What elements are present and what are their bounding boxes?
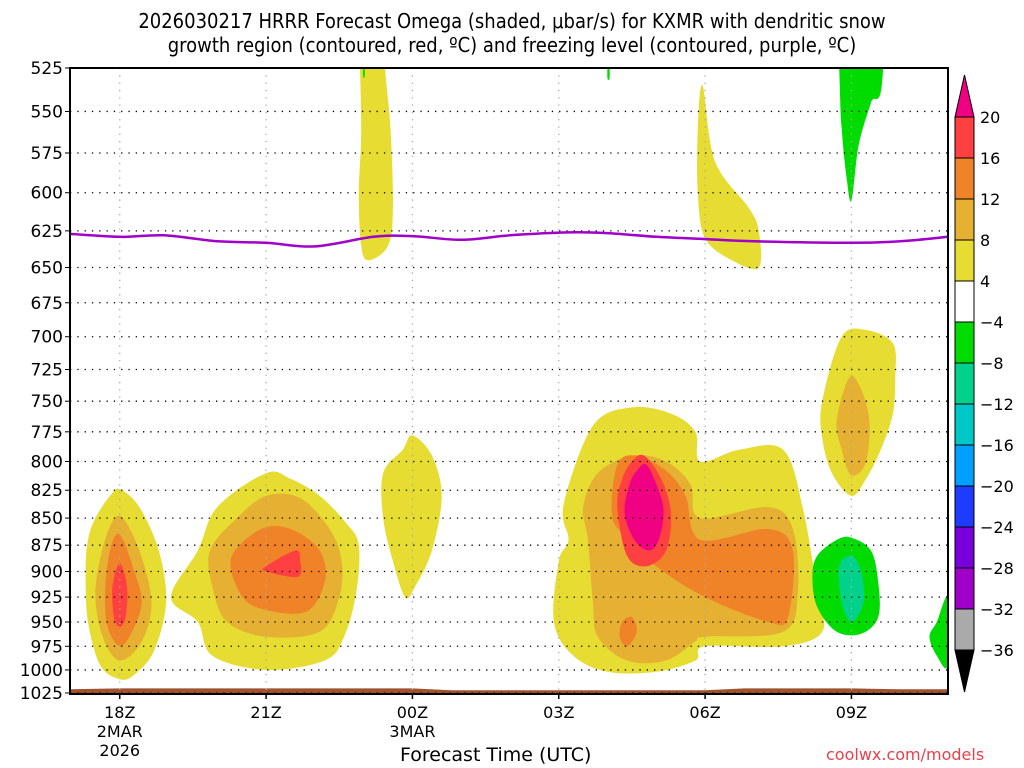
colorbar-label: 16 (980, 149, 1000, 168)
colorbar-swatch (954, 198, 975, 241)
colorbar-swatch (954, 567, 975, 610)
y-tick-label: 925 (31, 588, 63, 608)
omega-region-4 (697, 84, 762, 270)
colorbar-swatch (954, 280, 975, 323)
y-tick-label: 775 (31, 423, 63, 443)
colorbar-label: −4 (980, 313, 1004, 332)
colorbar-label: −20 (980, 477, 1014, 496)
colorbar-under-arrow (954, 649, 975, 693)
colorbar-label: 4 (980, 272, 990, 291)
y-tick-label: 850 (31, 509, 63, 529)
chart-title-line-1: 2026030217 HRRR Forecast Omega (shaded, … (138, 9, 886, 33)
colorbar-label: −8 (980, 354, 1004, 373)
freezing-level-layer (70, 230, 948, 248)
x-tick-label: 21Z (250, 703, 281, 722)
y-tick-label: 950 (31, 613, 63, 633)
credit-link[interactable]: coolwx.com/models (826, 745, 985, 764)
x-date-label: 3MAR (389, 722, 435, 741)
y-tick-label: 750 (31, 392, 63, 412)
x-tick-label: 06Z (689, 703, 720, 722)
omega-shading-layer (85, 68, 948, 680)
y-tick-label: 675 (31, 294, 63, 314)
grid-layer (70, 68, 948, 694)
x-tick-label: 09Z (836, 703, 867, 722)
colorbar-swatch (954, 116, 975, 159)
colorbar-over-arrow (954, 74, 975, 118)
omega-region-12 (619, 616, 637, 647)
y-tick-label: 525 (31, 59, 63, 79)
y-tick-label: 650 (31, 259, 63, 279)
freezing-level-line (70, 230, 948, 248)
y-tick-label: 900 (31, 563, 63, 583)
omega-region-4 (358, 68, 393, 261)
x-axis-title: Forecast Time (UTC) (400, 744, 592, 766)
colorbar-swatch (954, 403, 975, 446)
colorbar-swatch (954, 526, 975, 569)
colorbar-label: −24 (980, 518, 1014, 537)
y-tick-label: 575 (31, 144, 63, 164)
omega-region--4 (362, 68, 365, 78)
y-tick-label: 1000 (20, 661, 63, 681)
omega-region--8 (838, 555, 865, 622)
omega-region--4 (839, 68, 884, 202)
omega-region--4 (929, 595, 948, 669)
y-tick-label: 725 (31, 361, 63, 381)
x-date-label: 2MAR (97, 722, 143, 741)
colorbar-swatch (954, 485, 975, 528)
x-tick-label: 00Z (397, 703, 428, 722)
omega-region-4 (381, 435, 442, 599)
omega-region-20 (624, 464, 664, 551)
colorbar-label: −32 (980, 600, 1014, 619)
colorbar-swatch (954, 362, 975, 405)
x-tick-label: 03Z (543, 703, 574, 722)
colorbar-label: −16 (980, 436, 1014, 455)
chart-title-line-2: growth region (contoured, red, ºC) and f… (167, 33, 857, 57)
y-axis: 525 550 575 600 625 650 675 700 725 750 775 800 825 8… (20, 59, 70, 704)
y-tick-label: 1025 (20, 684, 63, 704)
y-tick-label: 800 (31, 452, 63, 472)
x-year-label: 2026 (99, 741, 140, 760)
colorbar-label: 12 (980, 190, 1000, 209)
y-tick-label: 975 (31, 637, 63, 657)
colorbar-swatch (954, 239, 975, 282)
colorbar-label: 8 (980, 231, 990, 250)
y-tick-label: 825 (31, 481, 63, 501)
y-tick-label: 875 (31, 536, 63, 556)
y-tick-label: 625 (31, 222, 63, 242)
colorbar-label: −28 (980, 559, 1014, 578)
colorbar-swatch (954, 157, 975, 200)
omega-region-16 (112, 563, 128, 627)
x-tick-label: 18Z (104, 703, 135, 722)
y-tick-label: 700 (31, 328, 63, 348)
colorbar: 20 16 12 8 4 −4 −8 −12 −16 −20 −24 −28 −32 −36 (954, 74, 1014, 693)
colorbar-swatch (954, 608, 975, 651)
colorbar-label: −36 (980, 641, 1014, 660)
y-tick-label: 600 (31, 184, 63, 204)
colorbar-swatch (954, 444, 975, 487)
colorbar-label: −12 (980, 395, 1014, 414)
omega-region--4 (607, 68, 610, 80)
colorbar-label: 20 (980, 108, 1000, 127)
colorbar-swatch (954, 321, 975, 364)
plot-frame (69, 67, 949, 695)
omega-region-16 (262, 550, 302, 578)
y-tick-label: 550 (31, 102, 63, 122)
